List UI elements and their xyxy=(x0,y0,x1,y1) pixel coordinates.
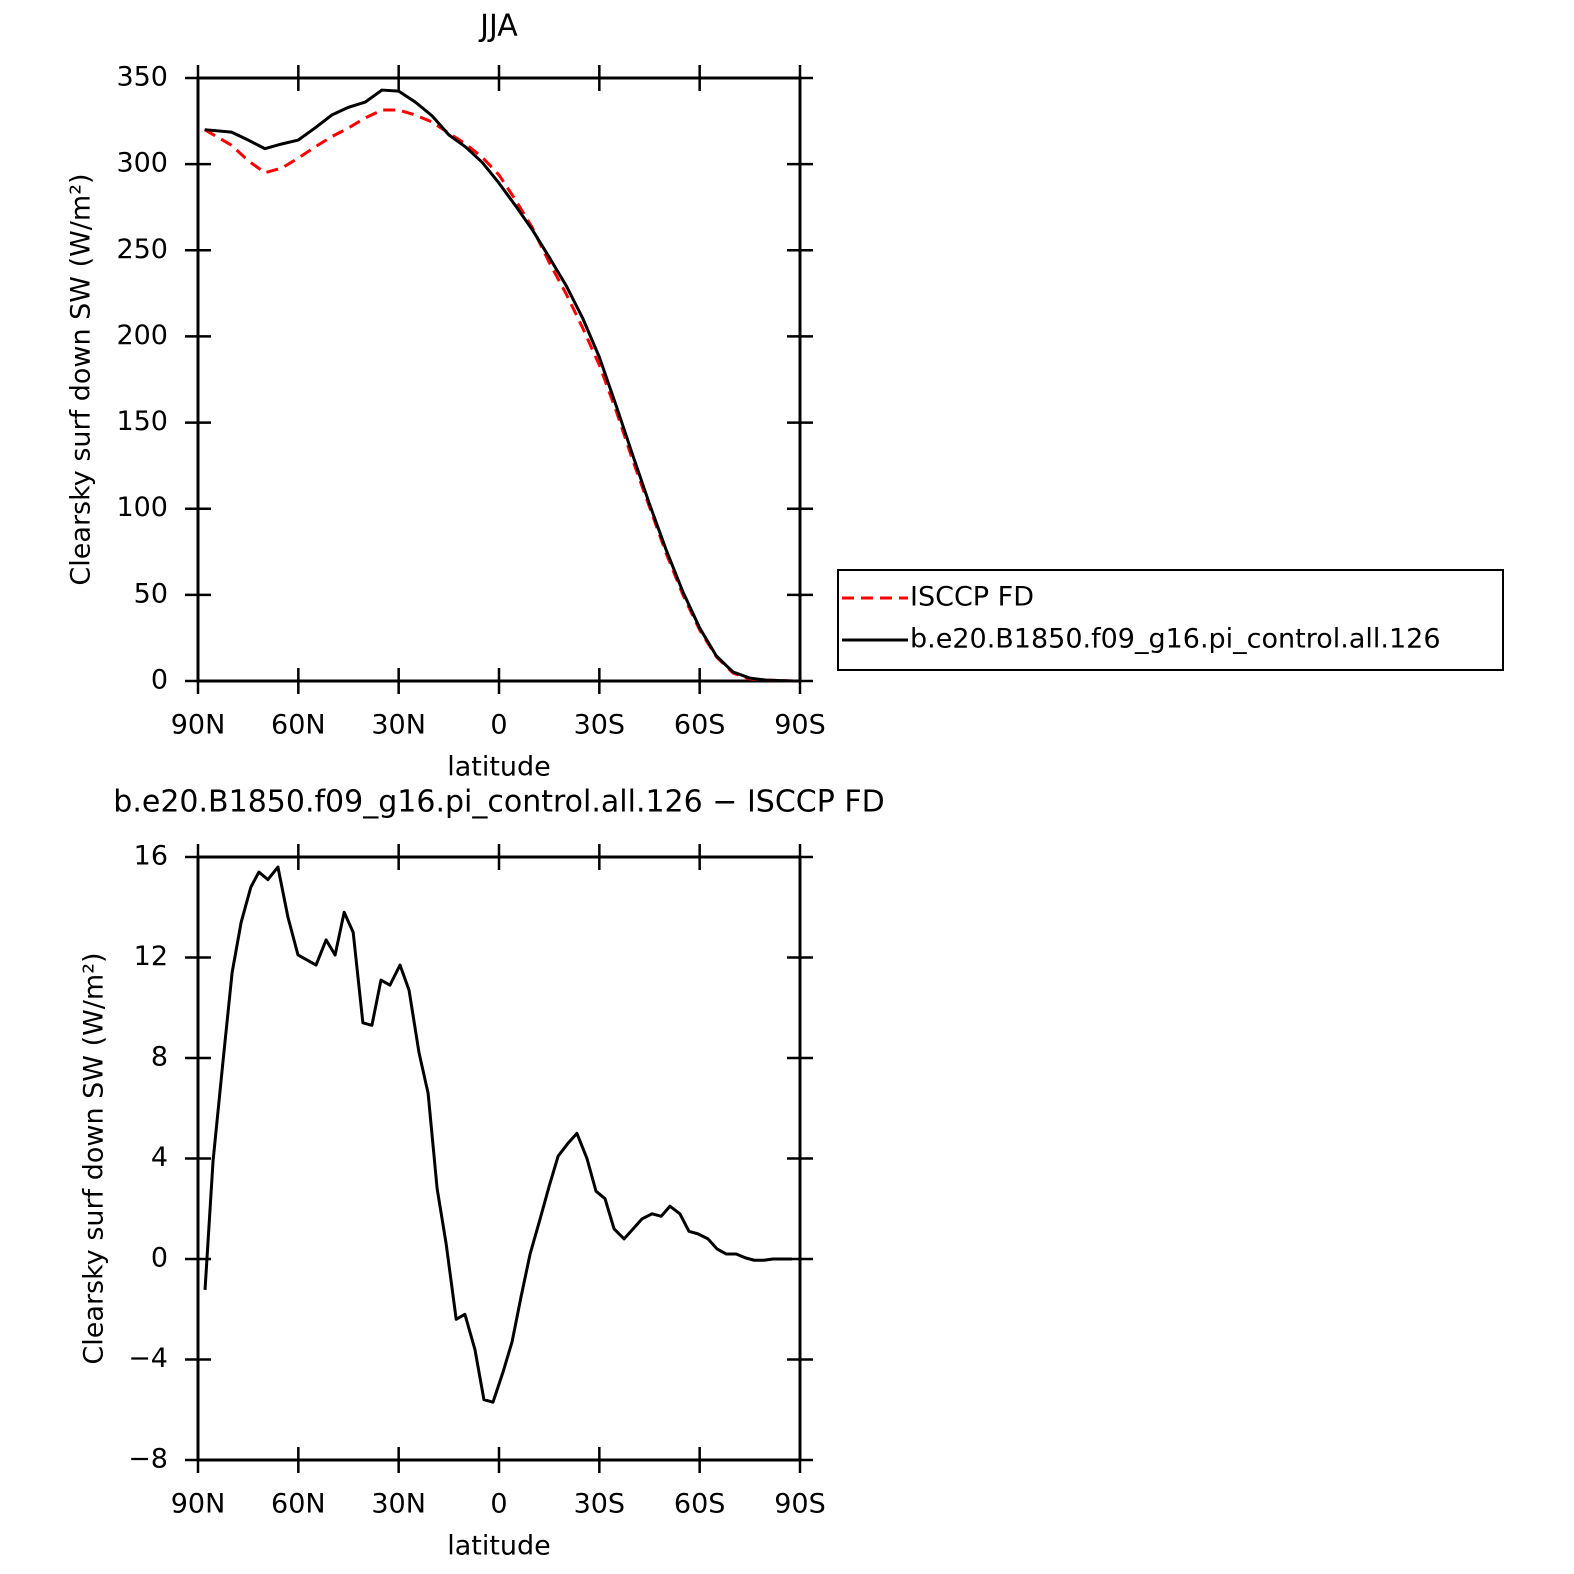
legend-box xyxy=(837,569,1504,671)
y-axis-label: Clearsky surf down SW (W/m²) xyxy=(79,952,110,1364)
y-tick-label: 8 xyxy=(151,1042,168,1073)
plot-frame xyxy=(196,76,802,683)
x-axis-label: latitude xyxy=(447,752,551,783)
x-axis-label: latitude xyxy=(447,1531,551,1562)
x-tick-label: 90S xyxy=(774,1489,826,1520)
y-tick-label: 250 xyxy=(116,234,168,265)
x-tick-label: 60S xyxy=(674,1489,726,1520)
legend-label: b.e20.B1850.f09_g16.pi_control.all.126 xyxy=(910,624,1441,655)
x-tick-label: 60N xyxy=(271,1489,326,1520)
series-line xyxy=(203,108,794,683)
y-tick-label: 16 xyxy=(134,841,168,872)
x-tick-label: 60N xyxy=(271,710,326,741)
chart-title: b.e20.B1850.f09_g16.pi_control.all.126 −… xyxy=(113,785,884,820)
y-tick-label: −4 xyxy=(128,1343,168,1374)
x-tick-label: 90N xyxy=(171,710,226,741)
y-tick-label: 200 xyxy=(116,320,168,351)
y-tick-label: 0 xyxy=(151,665,168,696)
x-tick-label: 30S xyxy=(574,1489,626,1520)
y-tick-label: 50 xyxy=(134,578,168,609)
chart-title: JJA xyxy=(478,9,518,44)
y-tick-label: −8 xyxy=(128,1444,168,1475)
series-line xyxy=(203,865,792,1404)
x-tick-label: 90S xyxy=(774,710,826,741)
x-tick-label: 60S xyxy=(674,710,726,741)
y-tick-label: 0 xyxy=(151,1243,168,1274)
x-tick-label: 30S xyxy=(574,710,626,741)
y-tick-label: 12 xyxy=(134,941,168,972)
x-tick-label: 90N xyxy=(171,1489,226,1520)
y-tick-label: 4 xyxy=(151,1142,168,1173)
x-tick-label: 0 xyxy=(490,1489,507,1520)
x-tick-label: 30N xyxy=(371,1489,426,1520)
series-line xyxy=(204,88,794,683)
x-tick-label: 0 xyxy=(490,710,507,741)
y-tick-label: 150 xyxy=(116,406,168,437)
plot-frame xyxy=(196,855,802,1462)
y-axis-label: Clearsky surf down SW (W/m²) xyxy=(66,173,97,585)
y-tick-label: 300 xyxy=(116,148,168,179)
x-tick-label: 30N xyxy=(371,710,426,741)
legend-label: ISCCP FD xyxy=(910,582,1034,613)
y-tick-label: 350 xyxy=(116,62,168,93)
y-tick-label: 100 xyxy=(116,492,168,523)
